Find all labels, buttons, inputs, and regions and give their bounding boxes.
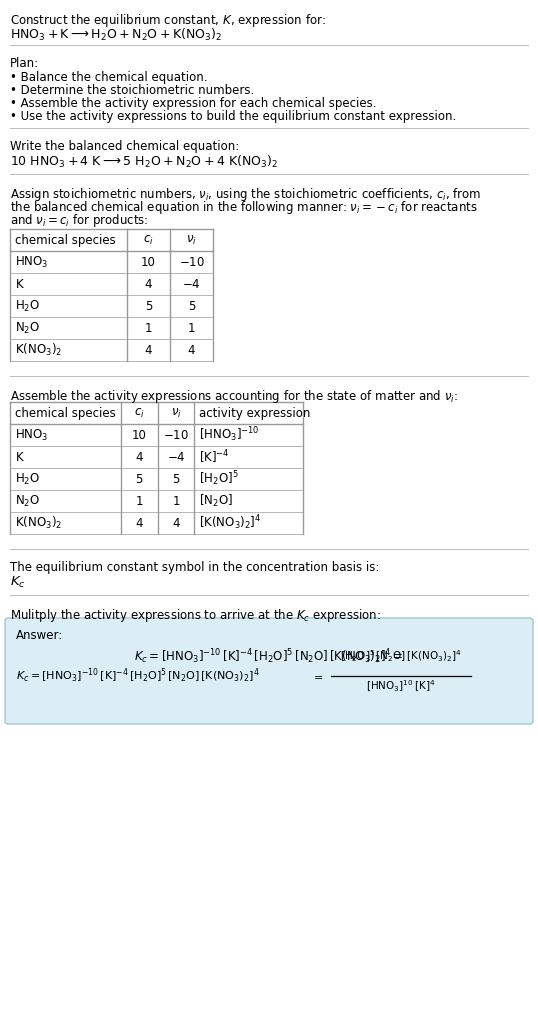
Text: $-4$: $-4$ — [182, 278, 201, 291]
Text: chemical species: chemical species — [15, 406, 116, 420]
Text: 4: 4 — [172, 517, 180, 530]
Text: $[\mathrm{H_2O}]^5$: $[\mathrm{H_2O}]^5$ — [200, 470, 239, 488]
Text: 1: 1 — [172, 494, 180, 507]
Text: $\mathrm{HNO_3}$: $\mathrm{HNO_3}$ — [15, 254, 48, 270]
Text: 5: 5 — [136, 473, 143, 486]
FancyBboxPatch shape — [5, 618, 533, 724]
Text: Construct the equilibrium constant, $K$, expression for:: Construct the equilibrium constant, $K$,… — [10, 12, 326, 29]
Text: $\mathrm{H_2O}$: $\mathrm{H_2O}$ — [15, 472, 40, 487]
Text: $\mathrm{10\ HNO_3 + 4\ K \longrightarrow 5\ H_2O + N_2O + 4\ K(NO_3)_2}$: $\mathrm{10\ HNO_3 + 4\ K \longrightarro… — [10, 154, 278, 171]
Text: • Balance the chemical equation.: • Balance the chemical equation. — [10, 71, 208, 84]
Text: $[\mathrm{HNO_3}]^{10}\,[\mathrm{K}]^4$: $[\mathrm{HNO_3}]^{10}\,[\mathrm{K}]^4$ — [366, 678, 436, 693]
Text: Plan:: Plan: — [10, 57, 39, 70]
Text: 4: 4 — [145, 278, 152, 291]
Text: the balanced chemical equation in the following manner: $\nu_i = -c_i$ for react: the balanced chemical equation in the fo… — [10, 199, 478, 216]
Text: $K_c = [\mathrm{HNO_3}]^{-10}\,[\mathrm{K}]^{-4}\,[\mathrm{H_2O}]^5\,[\mathrm{N_: $K_c = [\mathrm{HNO_3}]^{-10}\,[\mathrm{… — [16, 667, 260, 685]
Text: • Determine the stoichiometric numbers.: • Determine the stoichiometric numbers. — [10, 84, 254, 97]
Text: $-4$: $-4$ — [167, 450, 186, 464]
Text: $\mathrm{K(NO_3)_2}$: $\mathrm{K(NO_3)_2}$ — [15, 342, 62, 358]
Text: 10: 10 — [132, 429, 147, 441]
Text: Write the balanced chemical equation:: Write the balanced chemical equation: — [10, 140, 239, 153]
Text: 1: 1 — [136, 494, 143, 507]
Text: and $\nu_i = c_i$ for products:: and $\nu_i = c_i$ for products: — [10, 212, 148, 229]
Text: 1: 1 — [145, 322, 152, 335]
Text: $\mathrm{N_2O}$: $\mathrm{N_2O}$ — [15, 321, 40, 336]
Text: $[\mathrm{HNO_3}]^{-10}$: $[\mathrm{HNO_3}]^{-10}$ — [200, 426, 260, 444]
Text: activity expression: activity expression — [200, 406, 311, 420]
Text: 5: 5 — [172, 473, 180, 486]
Text: $K_c$: $K_c$ — [10, 575, 26, 590]
Text: 1: 1 — [188, 322, 195, 335]
Text: 4: 4 — [136, 450, 143, 464]
Text: $c_i$: $c_i$ — [134, 406, 145, 420]
Text: 4: 4 — [188, 343, 195, 356]
Text: $\mathrm{HNO_3}$: $\mathrm{HNO_3}$ — [15, 428, 48, 442]
Text: $-10$: $-10$ — [163, 429, 189, 441]
Text: 4: 4 — [145, 343, 152, 356]
Text: $c_i$: $c_i$ — [143, 234, 154, 246]
Text: • Use the activity expressions to build the equilibrium constant expression.: • Use the activity expressions to build … — [10, 110, 456, 123]
Text: Answer:: Answer: — [16, 629, 63, 642]
Text: $\mathrm{H_2O}$: $\mathrm{H_2O}$ — [15, 298, 40, 313]
Text: chemical species: chemical species — [15, 234, 116, 246]
Text: $\mathrm{N_2O}$: $\mathrm{N_2O}$ — [15, 493, 40, 508]
Text: The equilibrium constant symbol in the concentration basis is:: The equilibrium constant symbol in the c… — [10, 561, 379, 574]
Text: $[\mathrm{K}]^{-4}$: $[\mathrm{K}]^{-4}$ — [200, 448, 230, 466]
Text: $\mathrm{K}$: $\mathrm{K}$ — [15, 450, 25, 464]
Text: $\mathrm{K(NO_3)_2}$: $\mathrm{K(NO_3)_2}$ — [15, 515, 62, 531]
Text: $\mathrm{HNO_3 + K \longrightarrow H_2O + N_2O + K(NO_3)_2}$: $\mathrm{HNO_3 + K \longrightarrow H_2O … — [10, 27, 222, 43]
Text: 10: 10 — [141, 255, 156, 269]
Text: $\nu_i$: $\nu_i$ — [171, 406, 181, 420]
Text: Assemble the activity expressions accounting for the state of matter and $\nu_i$: Assemble the activity expressions accoun… — [10, 388, 458, 405]
Text: 4: 4 — [136, 517, 143, 530]
Text: • Assemble the activity expression for each chemical species.: • Assemble the activity expression for e… — [10, 97, 377, 110]
Text: $K_c = [\mathrm{HNO_3}]^{-10}\,[\mathrm{K}]^{-4}\,[\mathrm{H_2O}]^5\,[\mathrm{N_: $K_c = [\mathrm{HNO_3}]^{-10}\,[\mathrm{… — [134, 647, 404, 667]
Text: $-10$: $-10$ — [179, 255, 204, 269]
Text: $\nu_i$: $\nu_i$ — [186, 234, 197, 246]
Text: Mulitply the activity expressions to arrive at the $K_c$ expression:: Mulitply the activity expressions to arr… — [10, 607, 381, 624]
Text: $[\mathrm{H_2O}]^5\,[\mathrm{N_2O}]\,[\mathrm{K(NO_3)_2}]^4$: $[\mathrm{H_2O}]^5\,[\mathrm{N_2O}]\,[\m… — [340, 648, 462, 664]
Text: $\mathrm{K}$: $\mathrm{K}$ — [15, 278, 25, 291]
Text: $=$: $=$ — [311, 671, 323, 681]
Text: $[\mathrm{K(NO_3)_2}]^4$: $[\mathrm{K(NO_3)_2}]^4$ — [200, 514, 262, 532]
Text: Assign stoichiometric numbers, $\nu_i$, using the stoichiometric coefficients, $: Assign stoichiometric numbers, $\nu_i$, … — [10, 186, 482, 203]
Text: $[\mathrm{N_2O}]$: $[\mathrm{N_2O}]$ — [200, 493, 233, 509]
Text: 5: 5 — [145, 299, 152, 312]
Text: 5: 5 — [188, 299, 195, 312]
